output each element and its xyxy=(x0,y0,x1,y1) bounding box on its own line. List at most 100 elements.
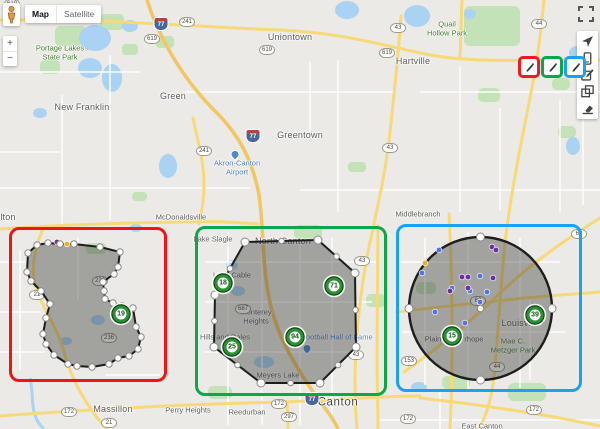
data-point-dot[interactable] xyxy=(489,274,497,282)
data-point-dot[interactable] xyxy=(492,246,500,254)
eraser-icon[interactable] xyxy=(581,102,594,115)
vertex-handle[interactable] xyxy=(109,299,117,307)
region-marker[interactable]: 39 xyxy=(526,306,544,324)
vertex-handle[interactable] xyxy=(101,295,109,303)
vertex-handle[interactable] xyxy=(42,340,50,348)
region-marker[interactable]: 94 xyxy=(286,328,304,346)
draw-tool-green[interactable] xyxy=(541,56,563,78)
data-point-dot[interactable] xyxy=(476,272,484,280)
route-shield: 619 xyxy=(258,45,276,55)
route-shield: 43 xyxy=(390,23,406,33)
vertex-handle[interactable] xyxy=(64,360,72,368)
vertex-handle[interactable] xyxy=(278,237,285,245)
map-label: Plain xyxy=(425,335,442,345)
vertex-handle[interactable] xyxy=(39,330,47,338)
satellite-button[interactable]: Satellite xyxy=(56,5,101,23)
vertex-handle[interactable] xyxy=(125,352,133,360)
data-point-dot[interactable] xyxy=(446,287,454,295)
my-location-arrow-icon[interactable] xyxy=(581,35,594,48)
vertex-handle[interactable] xyxy=(287,379,294,387)
vertex-handle[interactable] xyxy=(23,268,31,276)
vertex-handle[interactable] xyxy=(137,333,145,341)
data-point-dot[interactable] xyxy=(435,246,443,254)
vertex-handle[interactable] xyxy=(114,263,122,271)
region-marker[interactable]: 25 xyxy=(223,338,241,356)
pegman-button[interactable] xyxy=(3,3,20,26)
draw-tool-red[interactable] xyxy=(518,56,540,78)
vertex-handle[interactable] xyxy=(46,300,54,308)
vertex-handle[interactable] xyxy=(226,265,234,272)
map-label: Hartville xyxy=(395,55,431,66)
vertex-handle[interactable] xyxy=(88,363,96,371)
vertex-handle[interactable] xyxy=(210,290,220,300)
vertex-handle[interactable] xyxy=(315,378,325,388)
vertex-handle[interactable] xyxy=(44,239,52,247)
map-label: Greentown xyxy=(277,129,323,140)
vertex-handle[interactable] xyxy=(116,248,124,256)
draw-tool-blue[interactable] xyxy=(564,56,586,78)
vertex-handle[interactable] xyxy=(334,361,342,369)
vertex-handle[interactable] xyxy=(234,361,241,369)
data-point-dot[interactable] xyxy=(63,240,71,248)
region-marker[interactable]: 15 xyxy=(443,327,461,345)
fullscreen-button[interactable] xyxy=(578,6,594,22)
vertex-handle[interactable] xyxy=(56,240,64,248)
region-marker[interactable]: 18 xyxy=(214,274,232,292)
data-point-dot[interactable] xyxy=(464,273,472,281)
vertex-handle[interactable] xyxy=(476,232,485,242)
region-marker[interactable]: 71 xyxy=(325,277,343,295)
data-point-dot[interactable] xyxy=(464,284,472,292)
vertex-handle[interactable] xyxy=(100,287,108,295)
vertex-handle[interactable] xyxy=(134,345,142,353)
data-point-dot[interactable] xyxy=(458,273,466,281)
vertex-handle[interactable] xyxy=(24,249,32,257)
vertex-handle[interactable] xyxy=(132,323,140,331)
highlight-box-green xyxy=(195,226,387,396)
vertex-handle[interactable] xyxy=(547,304,557,313)
vertex-handle[interactable] xyxy=(352,306,359,314)
data-point-dot[interactable] xyxy=(476,298,484,306)
map-button[interactable]: Map xyxy=(32,9,49,19)
vertex-handle[interactable] xyxy=(333,253,340,260)
data-point-dot[interactable] xyxy=(418,269,426,277)
zoom-in-button[interactable]: + xyxy=(3,36,17,52)
vertex-handle[interactable] xyxy=(240,237,250,247)
data-point-dot[interactable] xyxy=(431,308,439,316)
vertex-handle[interactable] xyxy=(313,235,323,245)
vertex-handle[interactable] xyxy=(96,243,104,251)
overlap-shapes-icon[interactable] xyxy=(581,85,594,98)
vertex-handle[interactable] xyxy=(350,268,360,278)
vertex-handle[interactable] xyxy=(33,241,41,249)
data-point-dot[interactable] xyxy=(421,259,429,267)
map-label: Middlebranch xyxy=(395,209,441,219)
map-label: Mae C. Metzger Park xyxy=(491,336,536,354)
vertex-handle[interactable] xyxy=(70,240,78,248)
vertex-handle[interactable] xyxy=(50,351,58,359)
zoom-out-button[interactable]: − xyxy=(7,53,13,65)
route-shield: 172 xyxy=(270,399,288,409)
vertex-handle[interactable] xyxy=(114,354,122,362)
vertex-handle[interactable] xyxy=(351,342,361,352)
vertex-handle[interactable] xyxy=(256,378,266,388)
vertex-handle[interactable] xyxy=(110,270,118,278)
vertex-handle[interactable] xyxy=(211,317,218,325)
vertex-handle[interactable] xyxy=(476,375,485,385)
route-shield: 44 xyxy=(531,19,547,29)
vertex-handle[interactable] xyxy=(105,360,113,368)
vertex-handle[interactable] xyxy=(209,342,219,352)
data-point-dot[interactable] xyxy=(461,319,469,327)
vertex-handle[interactable] xyxy=(42,314,50,322)
map-label: Uniontown xyxy=(267,31,313,42)
vertex-handle[interactable] xyxy=(129,304,137,312)
vertex-handle[interactable] xyxy=(27,277,35,285)
data-point-dot[interactable] xyxy=(483,288,491,296)
vertex-handle[interactable] xyxy=(99,278,107,286)
vertex-handle[interactable] xyxy=(73,362,81,370)
vertex-handle[interactable] xyxy=(404,304,414,313)
route-shield: 241 xyxy=(195,146,213,156)
region-marker[interactable]: 19 xyxy=(112,305,130,323)
vertex-handle[interactable] xyxy=(476,304,485,313)
vertex-handle[interactable] xyxy=(37,287,45,295)
